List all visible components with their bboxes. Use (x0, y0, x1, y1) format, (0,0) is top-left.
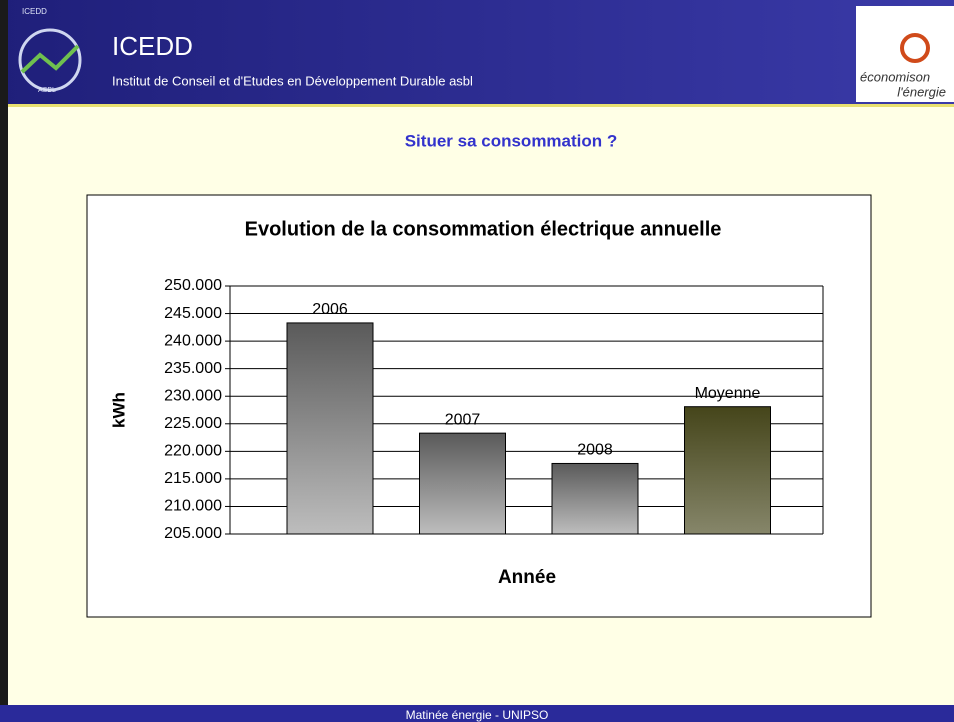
right-logo: économison l'énergie (856, 6, 954, 102)
logo-text: ICEDD (22, 7, 47, 16)
logo-ring (18, 28, 82, 92)
logo-text: ASBL (38, 87, 56, 94)
y-tick-label: 220.000 (164, 443, 222, 460)
y-tick-label: 205.000 (164, 525, 222, 542)
header-rule (0, 104, 954, 107)
y-tick-label: 215.000 (164, 470, 222, 487)
y-tick-label: 225.000 (164, 415, 222, 432)
chart-box (86, 194, 872, 618)
header-subtitle: Institut de Conseil et d'Etudes en Dével… (112, 73, 473, 88)
y-tick-label: 210.000 (164, 498, 222, 515)
chart-title: Evolution de la consommation électrique … (245, 218, 722, 240)
y-tick-label: 245.000 (164, 305, 222, 322)
y-tick-label: 250.000 (164, 277, 222, 294)
bar (684, 406, 771, 535)
y-tick-label: 240.000 (164, 332, 222, 349)
header-title: ICEDD (112, 31, 193, 61)
left-logo: ICEDD ASBL (18, 7, 82, 94)
x-axis-label: Année (498, 567, 556, 588)
bar (419, 432, 506, 535)
data-label: 2007 (445, 411, 481, 428)
slide-heading: Situer sa consommation ? (405, 131, 618, 150)
logo-arrow (20, 44, 80, 74)
data-label: Moyenne (695, 385, 761, 402)
left-edge (0, 0, 8, 722)
y-tick-label: 230.000 (164, 387, 222, 404)
y-axis-label: kWh (109, 392, 128, 428)
header-band (0, 0, 954, 104)
bar (551, 462, 639, 535)
footer-text: Matinée énergie - UNIPSO (406, 708, 549, 722)
logo-text: économison (860, 69, 930, 84)
y-tick-label: 235.000 (164, 360, 222, 377)
bar (286, 322, 374, 535)
data-label: 2008 (577, 442, 613, 459)
data-label: 2006 (312, 301, 348, 318)
footer-band (0, 705, 954, 722)
logo-text: l'énergie (897, 84, 946, 99)
logo-mark (900, 33, 930, 63)
